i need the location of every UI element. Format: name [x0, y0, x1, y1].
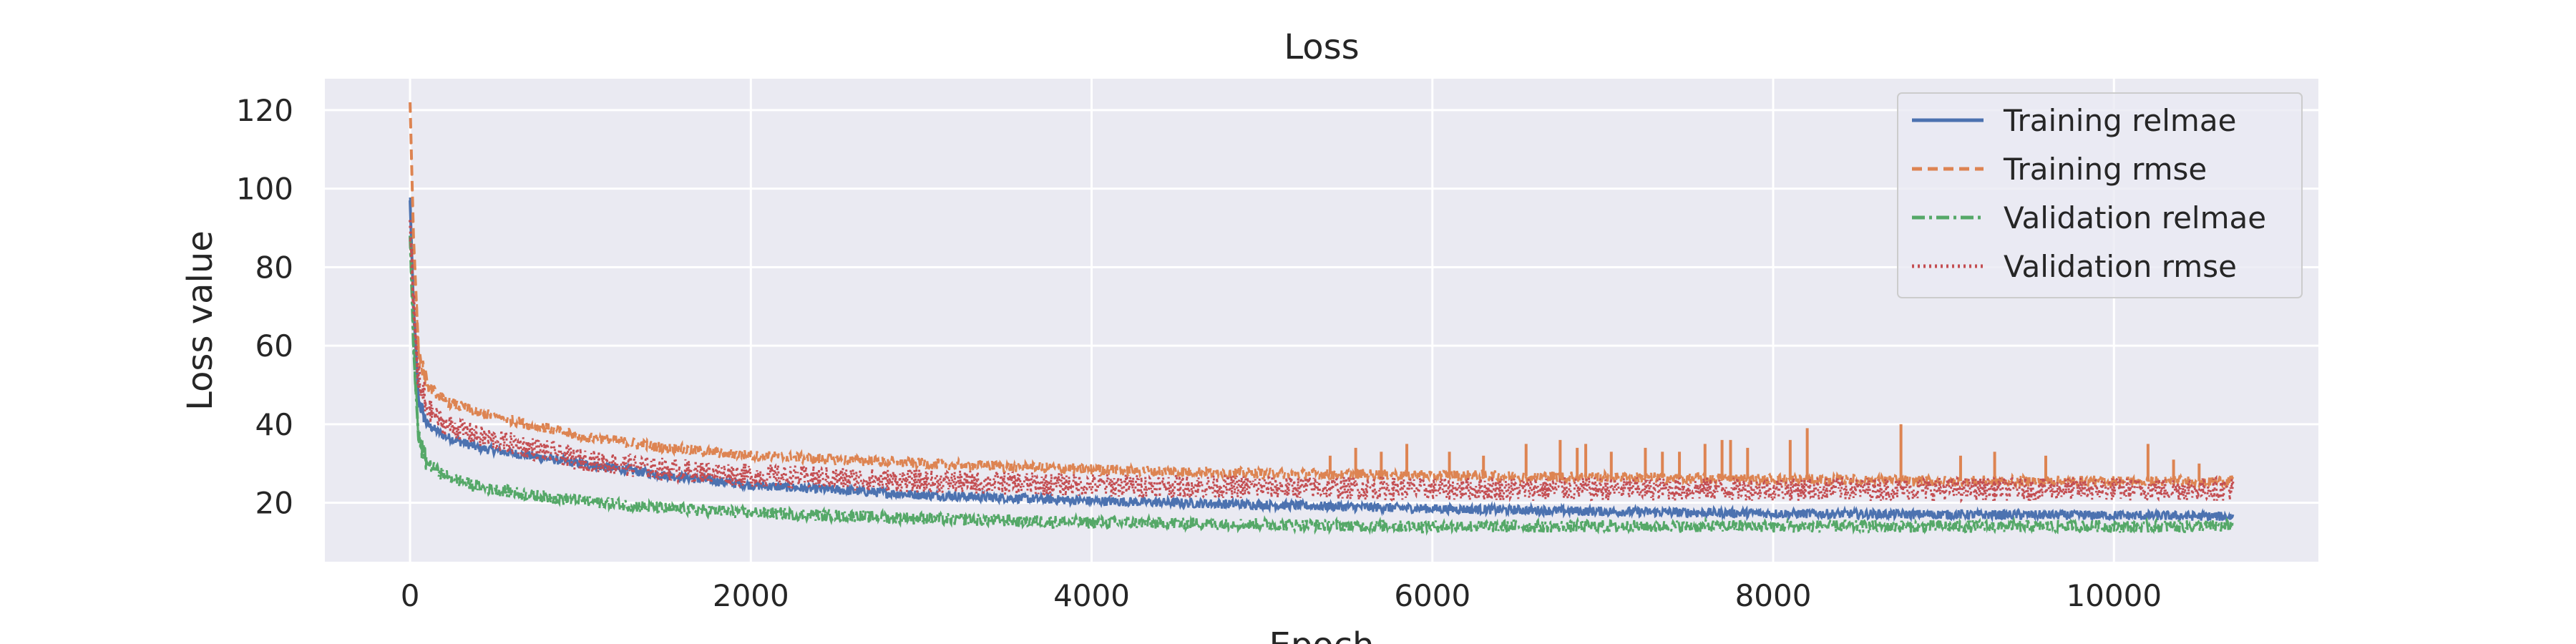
y-tick-label: 100	[236, 172, 293, 207]
y-tick-label: 80	[255, 250, 293, 285]
legend-label: Training rmse	[2003, 152, 2207, 187]
y-tick-label: 120	[236, 93, 293, 128]
x-tick-label: 2000	[713, 578, 789, 613]
series-line	[409, 197, 2235, 524]
legend: Training relmae Training rmse Validation r…	[1897, 92, 2303, 298]
series-validation-rmse	[409, 220, 2235, 504]
series-training-rmse	[409, 102, 2235, 491]
x-tick-labels: 0 2000 4000 6000 8000 10000	[401, 578, 2162, 613]
y-tick-label: 60	[255, 328, 293, 364]
series-line	[409, 102, 2235, 491]
series-validation-relmae	[409, 235, 2235, 536]
y-tick-label: 20	[255, 486, 293, 521]
x-tick-label: 4000	[1053, 578, 1130, 613]
legend-frame	[1897, 92, 2303, 298]
y-tick-label: 40	[255, 407, 293, 442]
x-tick-label: 10000	[2066, 578, 2162, 613]
series-layer	[409, 102, 2235, 536]
legend-label: Validation relmae	[2004, 200, 2266, 235]
y-tick-labels: 20 40 60 80 100 120	[236, 93, 293, 521]
chart-title: Loss	[1284, 27, 1359, 67]
x-axis-label: Epoch	[1269, 625, 1375, 644]
series-start-segment	[409, 220, 446, 426]
series-start-segment	[409, 235, 445, 477]
x-tick-label: 8000	[1735, 578, 1812, 613]
legend-label: Training relmae	[2003, 103, 2236, 138]
y-axis-label: Loss value	[180, 230, 220, 411]
x-tick-label: 6000	[1394, 578, 1470, 613]
series-line	[409, 237, 2235, 536]
x-tick-label: 0	[401, 578, 420, 613]
series-start-segment	[409, 102, 446, 402]
series-line	[409, 239, 2235, 504]
legend-label: Validation rmse	[2004, 249, 2237, 284]
